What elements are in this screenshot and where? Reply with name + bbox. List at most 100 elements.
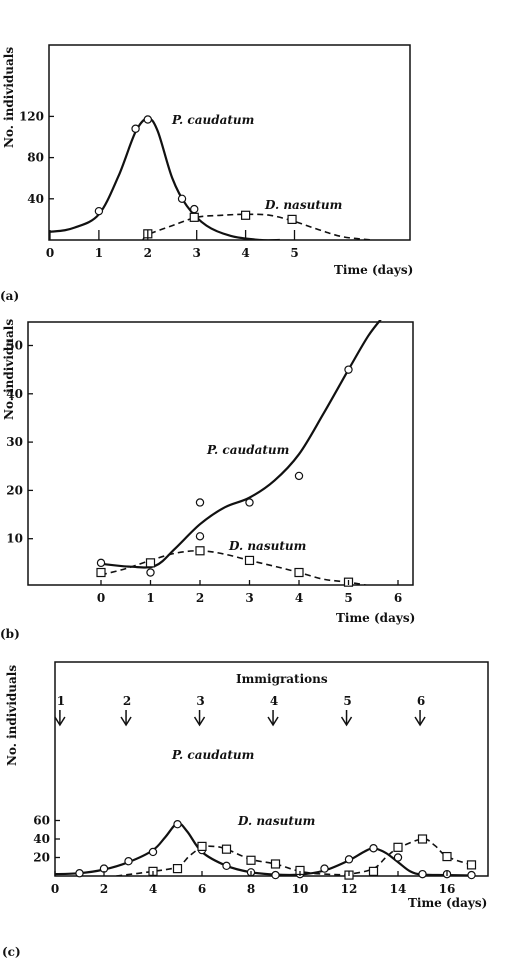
x-tick-label: 1 [146, 591, 154, 605]
x-tick-label: 0 [46, 246, 54, 260]
curves-a [49, 117, 373, 240]
data-point-d-nasutum [244, 555, 255, 566]
data-point-p-caudatum [143, 115, 152, 124]
immigration-label: 5 [343, 694, 351, 708]
data-point-d-nasutum [96, 567, 106, 578]
data-point-p-caudatum [393, 853, 403, 862]
data-point-p-caudatum [294, 471, 304, 481]
y-axis-label-c: No. individuals [5, 665, 19, 766]
x-tick-label: 2 [100, 882, 108, 896]
x-axis-label-c: Time (days) [408, 896, 487, 910]
immigration-arrow-head [120, 716, 132, 727]
x-tick-label: 14 [390, 882, 407, 896]
curves-c [55, 822, 472, 876]
x-tick-label: 0 [51, 882, 59, 896]
series-line-d-nasutum [142, 213, 373, 240]
immigration-arrow-head [193, 716, 206, 727]
x-tick-label: 4 [295, 591, 303, 605]
x-tick-label: 1 [95, 246, 103, 260]
data-point-p-caudatum [344, 855, 354, 864]
y-tick-label: 20 [6, 483, 23, 497]
y-tick-label: 30 [6, 435, 23, 449]
data-point-p-caudatum [190, 204, 199, 214]
immigration-label: 1 [57, 694, 65, 708]
panel-a: 0 1 2 3 4 5 40 80 120 No. individuals Time (day… [0, 44, 413, 303]
data-point-p-caudatum [245, 498, 254, 507]
y-axis-label-b: No. individuals [2, 319, 16, 420]
panel-b: 0 1 2 3 4 5 6 10 20 30 40 50 No. individuals Time … [0, 319, 415, 641]
x-tick-label: 5 [290, 246, 298, 260]
immigrations-title: Immigrations [236, 672, 328, 686]
plot-frame-b [27, 321, 414, 586]
y-tick-label: 10 [6, 532, 23, 546]
y-ticks-c: 20 40 60 [33, 814, 60, 865]
data-point-p-caudatum [96, 558, 106, 568]
y-axis-label-a: No. individuals [2, 47, 16, 148]
series-label-p-caudatum-c: P. caudatum [171, 748, 254, 762]
immigration-arrows: 1 2 3 4 5 6 [54, 694, 426, 727]
x-tick-label: 16 [439, 882, 456, 896]
data-point-p-caudatum [131, 124, 140, 133]
data-point-p-caudatum [369, 844, 378, 853]
x-tick-label: 0 [97, 591, 105, 605]
x-tick-label: 4 [241, 246, 249, 260]
data-point-d-nasutum [195, 546, 205, 556]
y-ticks-a: 40 80 120 [19, 109, 54, 206]
data-point-p-caudatum [195, 498, 205, 507]
y-ticks-b: 10 20 30 40 50 [6, 339, 33, 546]
markers-a [94, 115, 297, 239]
immigration-arrow-head [340, 716, 353, 727]
immigration-arrow-head [267, 716, 279, 727]
data-point-d-nasutum [197, 841, 207, 852]
x-tick-label: 2 [196, 591, 204, 605]
x-ticks-b: 0 1 2 3 4 5 6 [97, 580, 402, 605]
data-point-d-nasutum [172, 863, 183, 874]
data-point-p-caudatum [344, 365, 353, 374]
series-label-p-caudatum-b: P. caudatum [206, 443, 289, 457]
data-point-p-caudatum [124, 857, 133, 866]
x-tick-label: 10 [292, 882, 309, 896]
x-axis-label-b: Time (days) [336, 611, 415, 625]
data-point-p-caudatum [177, 194, 187, 203]
panel-label-b: (b) [0, 627, 20, 641]
x-ticks-c: 0 2 4 6 8 10 12 14 16 [51, 871, 456, 896]
data-point-p-caudatum [148, 847, 158, 857]
x-tick-label: 6 [198, 882, 206, 896]
y-tick-label: 60 [33, 814, 50, 828]
x-tick-label: 5 [344, 591, 352, 605]
x-tick-label: 4 [149, 882, 157, 896]
panel-label-a: (a) [0, 289, 19, 303]
data-point-d-nasutum [294, 567, 304, 578]
x-tick-label: 12 [341, 882, 358, 896]
data-point-p-caudatum [173, 820, 182, 829]
y-tick-label: 50 [6, 339, 23, 353]
series-label-p-caudatum-a: P. caudatum [171, 113, 254, 127]
data-point-p-caudatum [418, 869, 427, 879]
markers-c [75, 820, 477, 880]
x-tick-label: 6 [394, 591, 402, 605]
data-point-p-caudatum [467, 870, 476, 880]
panel-label-c: (c) [2, 945, 21, 959]
data-point-d-nasutum [189, 212, 199, 222]
x-tick-label: 2 [144, 246, 152, 260]
series-line-d-nasutum [100, 549, 369, 585]
data-point-p-caudatum [94, 206, 104, 216]
data-point-d-nasutum [466, 860, 477, 870]
data-point-p-caudatum [146, 568, 155, 577]
data-point-d-nasutum [221, 844, 232, 854]
data-point-d-nasutum [417, 834, 428, 844]
x-tick-label: 3 [193, 246, 201, 260]
immigration-arrow-head [414, 716, 426, 727]
x-tick-label: 3 [245, 591, 253, 605]
immigration-label: 2 [123, 694, 131, 708]
plot-frame-a [48, 44, 411, 241]
immigration-label: 4 [270, 694, 278, 708]
y-tick-label: 80 [27, 151, 44, 165]
x-tick-label: 8 [247, 882, 255, 896]
y-tick-label: 40 [6, 387, 23, 401]
data-point-p-caudatum [75, 869, 84, 878]
immigration-arrow-head [54, 716, 66, 727]
series-line-d-nasutum [116, 838, 472, 876]
